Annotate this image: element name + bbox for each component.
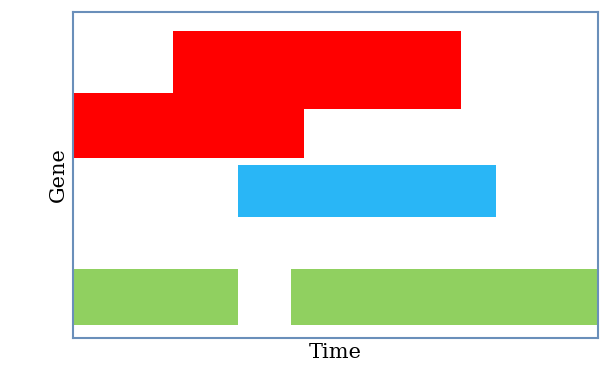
Bar (73, 269, 239, 324)
Bar (173, 31, 461, 109)
Bar (291, 269, 598, 324)
X-axis label: Time: Time (309, 343, 362, 362)
Bar (73, 93, 304, 158)
Bar (239, 165, 495, 217)
Y-axis label: Gene: Gene (49, 147, 68, 202)
